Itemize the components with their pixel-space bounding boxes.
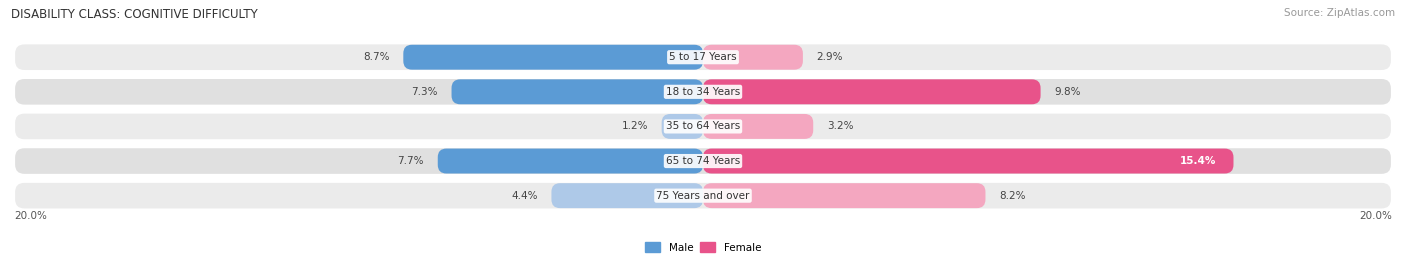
FancyBboxPatch shape [404, 45, 703, 70]
FancyBboxPatch shape [703, 79, 1040, 104]
Text: 3.2%: 3.2% [827, 121, 853, 132]
FancyBboxPatch shape [703, 114, 813, 139]
Text: 9.8%: 9.8% [1054, 87, 1081, 97]
Text: Source: ZipAtlas.com: Source: ZipAtlas.com [1284, 8, 1395, 18]
FancyBboxPatch shape [551, 183, 703, 208]
FancyBboxPatch shape [14, 147, 1392, 175]
Text: 65 to 74 Years: 65 to 74 Years [666, 156, 740, 166]
FancyBboxPatch shape [437, 148, 703, 174]
Text: DISABILITY CLASS: COGNITIVE DIFFICULTY: DISABILITY CLASS: COGNITIVE DIFFICULTY [11, 8, 257, 21]
FancyBboxPatch shape [14, 78, 1392, 106]
Text: 35 to 64 Years: 35 to 64 Years [666, 121, 740, 132]
FancyBboxPatch shape [14, 113, 1392, 140]
Text: 8.2%: 8.2% [1000, 191, 1026, 201]
FancyBboxPatch shape [662, 114, 703, 139]
Text: 8.7%: 8.7% [363, 52, 389, 62]
Text: 20.0%: 20.0% [1360, 211, 1392, 221]
Text: 18 to 34 Years: 18 to 34 Years [666, 87, 740, 97]
Text: 1.2%: 1.2% [621, 121, 648, 132]
Text: 5 to 17 Years: 5 to 17 Years [669, 52, 737, 62]
Text: 4.4%: 4.4% [512, 191, 537, 201]
FancyBboxPatch shape [703, 148, 1233, 174]
Text: 20.0%: 20.0% [14, 211, 46, 221]
FancyBboxPatch shape [703, 45, 803, 70]
Text: 2.9%: 2.9% [817, 52, 844, 62]
Text: 15.4%: 15.4% [1180, 156, 1216, 166]
FancyBboxPatch shape [703, 183, 986, 208]
Text: 7.7%: 7.7% [398, 156, 425, 166]
Legend: Male, Female: Male, Female [641, 238, 765, 257]
FancyBboxPatch shape [451, 79, 703, 104]
FancyBboxPatch shape [14, 182, 1392, 210]
Text: 75 Years and over: 75 Years and over [657, 191, 749, 201]
FancyBboxPatch shape [14, 43, 1392, 71]
Text: 7.3%: 7.3% [412, 87, 437, 97]
